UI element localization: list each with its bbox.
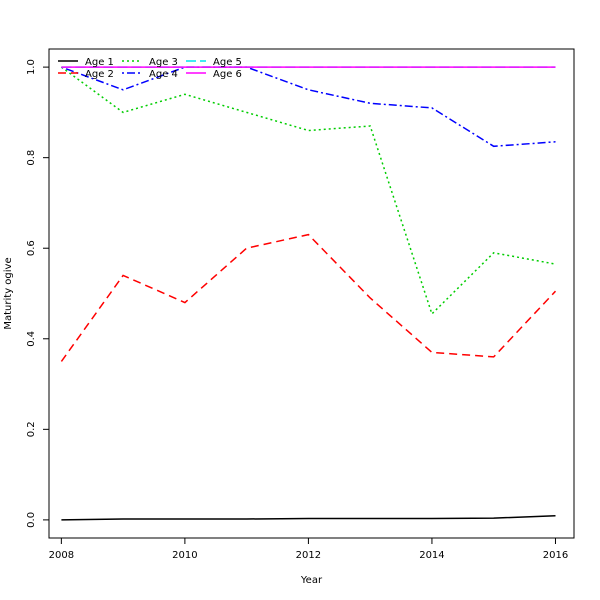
plot-layer <box>48 48 575 539</box>
legend-label-age-1: Age 1 <box>85 57 114 68</box>
series-line-age-3 <box>60 66 556 316</box>
series-line-age-1 <box>61 515 556 521</box>
legend-label-age-6: Age 6 <box>213 69 242 80</box>
x-axis-title: Year <box>300 575 323 586</box>
series-line-age-4 <box>61 66 556 148</box>
y-tick-label: 0.4 <box>26 331 37 347</box>
y-tick-label: 0.8 <box>26 150 37 166</box>
x-tick-label: 2016 <box>543 550 568 561</box>
y-tick-label: 0.2 <box>26 421 37 437</box>
x-tick-label: 2014 <box>419 550 444 561</box>
y-axis-title: Maturity ogive <box>3 257 14 329</box>
axes: 2008 2010 2012 2014 2016 0.0 0.2 0.4 0.6 0.8 1.0 Ye… <box>3 59 568 586</box>
plot-border <box>48 48 575 539</box>
y-tick-label: 1.0 <box>26 59 37 75</box>
y-tick-label: 0.6 <box>26 240 37 256</box>
legend-label-age-3: Age 3 <box>149 57 178 68</box>
series-line-age-2 <box>60 233 557 362</box>
legend-label-age-5: Age 5 <box>213 57 242 68</box>
legend-label-age-4: Age 4 <box>149 69 178 80</box>
legend-label-age-2: Age 2 <box>85 69 114 80</box>
series-layer <box>60 66 557 521</box>
x-tick-label: 2012 <box>296 550 321 561</box>
y-tick-label: 0.0 <box>26 512 37 528</box>
x-tick-label: 2008 <box>49 550 74 561</box>
x-tick-label: 2010 <box>172 550 197 561</box>
